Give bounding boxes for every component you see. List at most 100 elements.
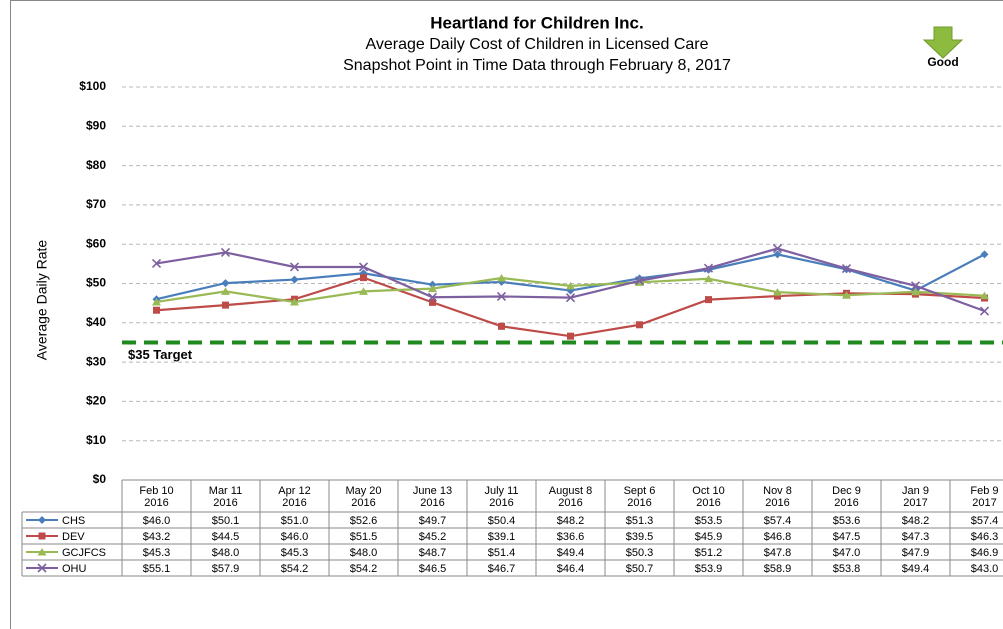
data-label: $53.5 — [695, 515, 723, 527]
data-label: $50.4 — [488, 515, 516, 527]
marker — [980, 291, 989, 300]
data-label: $47.3 — [902, 531, 930, 543]
data-label: $46.3 — [971, 531, 999, 543]
x-tick-label: Feb 10 — [139, 485, 173, 497]
y-tick-label: $50 — [86, 276, 106, 290]
marker — [151, 258, 162, 269]
x-tick-label: 2016 — [489, 497, 513, 509]
y-axis-label: Average Daily Rate — [34, 240, 50, 361]
y-tick-label: $60 — [86, 236, 106, 250]
data-label: $50.3 — [626, 547, 654, 559]
data-label: $49.7 — [419, 515, 447, 527]
data-label: $50.1 — [212, 515, 240, 527]
x-tick-label: Dec 9 — [832, 485, 861, 497]
x-tick-label: 2016 — [282, 497, 306, 509]
data-label: $57.4 — [764, 515, 792, 527]
marker — [496, 291, 507, 302]
data-label: $53.8 — [833, 563, 861, 575]
chart-title: Heartland for Children Inc. — [430, 13, 643, 32]
marker — [153, 306, 160, 314]
data-label: $51.0 — [281, 515, 309, 527]
marker — [841, 264, 852, 274]
data-label: $36.6 — [557, 531, 585, 543]
data-label: $47.9 — [902, 547, 930, 559]
data-label: $46.4 — [557, 563, 585, 575]
data-label: $46.8 — [764, 531, 792, 543]
marker — [910, 281, 921, 291]
marker — [911, 287, 920, 296]
marker — [429, 298, 436, 306]
marker — [220, 247, 231, 258]
data-label: $46.0 — [281, 531, 309, 543]
data-label: $45.9 — [695, 531, 723, 543]
y-tick-label: $90 — [86, 118, 106, 132]
x-tick-label: 2016 — [765, 497, 789, 509]
marker — [980, 250, 989, 259]
marker — [636, 321, 643, 329]
marker — [842, 291, 851, 299]
data-label: $48.0 — [212, 547, 240, 559]
marker — [565, 293, 576, 303]
data-label: $48.2 — [557, 515, 585, 527]
x-tick-label: June 13 — [413, 485, 452, 497]
marker — [773, 250, 782, 259]
marker — [634, 276, 645, 286]
x-tick-label: July 11 — [484, 485, 518, 497]
y-tick-label: $10 — [86, 433, 106, 447]
data-label: $50.7 — [626, 563, 654, 575]
y-tick-label: $30 — [86, 354, 106, 368]
x-tick-label: Feb 9 — [970, 485, 998, 497]
data-label: $54.2 — [281, 563, 309, 575]
chart-subtitle: Average Daily Cost of Children in Licens… — [366, 36, 709, 53]
marker — [428, 284, 437, 293]
data-label: $51.3 — [626, 515, 654, 527]
marker — [152, 297, 161, 306]
data-label: $47.8 — [764, 547, 792, 559]
marker — [221, 287, 230, 295]
chart-border — [10, 0, 1003, 629]
marker — [705, 296, 712, 304]
marker — [221, 279, 230, 288]
marker — [359, 287, 368, 295]
data-label: $53.9 — [695, 563, 723, 575]
marker — [567, 332, 574, 340]
legend-marker — [38, 516, 46, 524]
data-label: $45.3 — [281, 547, 309, 559]
x-tick-label: Sept 6 — [624, 485, 656, 497]
marker — [358, 262, 369, 272]
marker — [427, 292, 438, 302]
x-tick-label: 2016 — [627, 497, 651, 509]
data-label: $49.4 — [557, 547, 585, 559]
x-tick-label: Jan 9 — [902, 485, 929, 497]
marker — [222, 301, 229, 309]
data-label: $45.2 — [419, 531, 447, 543]
marker — [979, 306, 990, 316]
data-label: $51.4 — [488, 547, 516, 559]
x-tick-label: 2016 — [213, 497, 237, 509]
marker — [703, 263, 714, 273]
data-label: $43.0 — [971, 563, 999, 575]
x-tick-label: May 20 — [345, 485, 381, 497]
y-tick-label: $0 — [93, 472, 107, 486]
data-label: $47.0 — [833, 547, 861, 559]
x-tick-label: Oct 10 — [692, 485, 724, 497]
data-label: $48.7 — [419, 547, 447, 559]
data-label: $53.6 — [833, 515, 861, 527]
y-tick-label: $80 — [86, 158, 106, 172]
marker — [360, 274, 367, 282]
data-label: $46.7 — [488, 563, 516, 575]
legend-label: OHU — [62, 563, 87, 575]
legend-marker — [38, 532, 46, 540]
data-label: $54.2 — [350, 563, 378, 575]
data-label: $46.0 — [143, 515, 171, 527]
chart-subtitle: Snapshot Point in Time Data through Febr… — [343, 57, 731, 74]
marker — [773, 288, 782, 296]
x-tick-label: Mar 11 — [209, 485, 242, 497]
data-label: $51.2 — [695, 547, 723, 559]
marker — [566, 281, 575, 290]
y-tick-label: $20 — [86, 394, 106, 408]
marker — [289, 262, 300, 272]
x-tick-label: 2016 — [351, 497, 375, 509]
data-label: $52.6 — [350, 515, 378, 527]
data-label: $57.4 — [971, 515, 999, 527]
